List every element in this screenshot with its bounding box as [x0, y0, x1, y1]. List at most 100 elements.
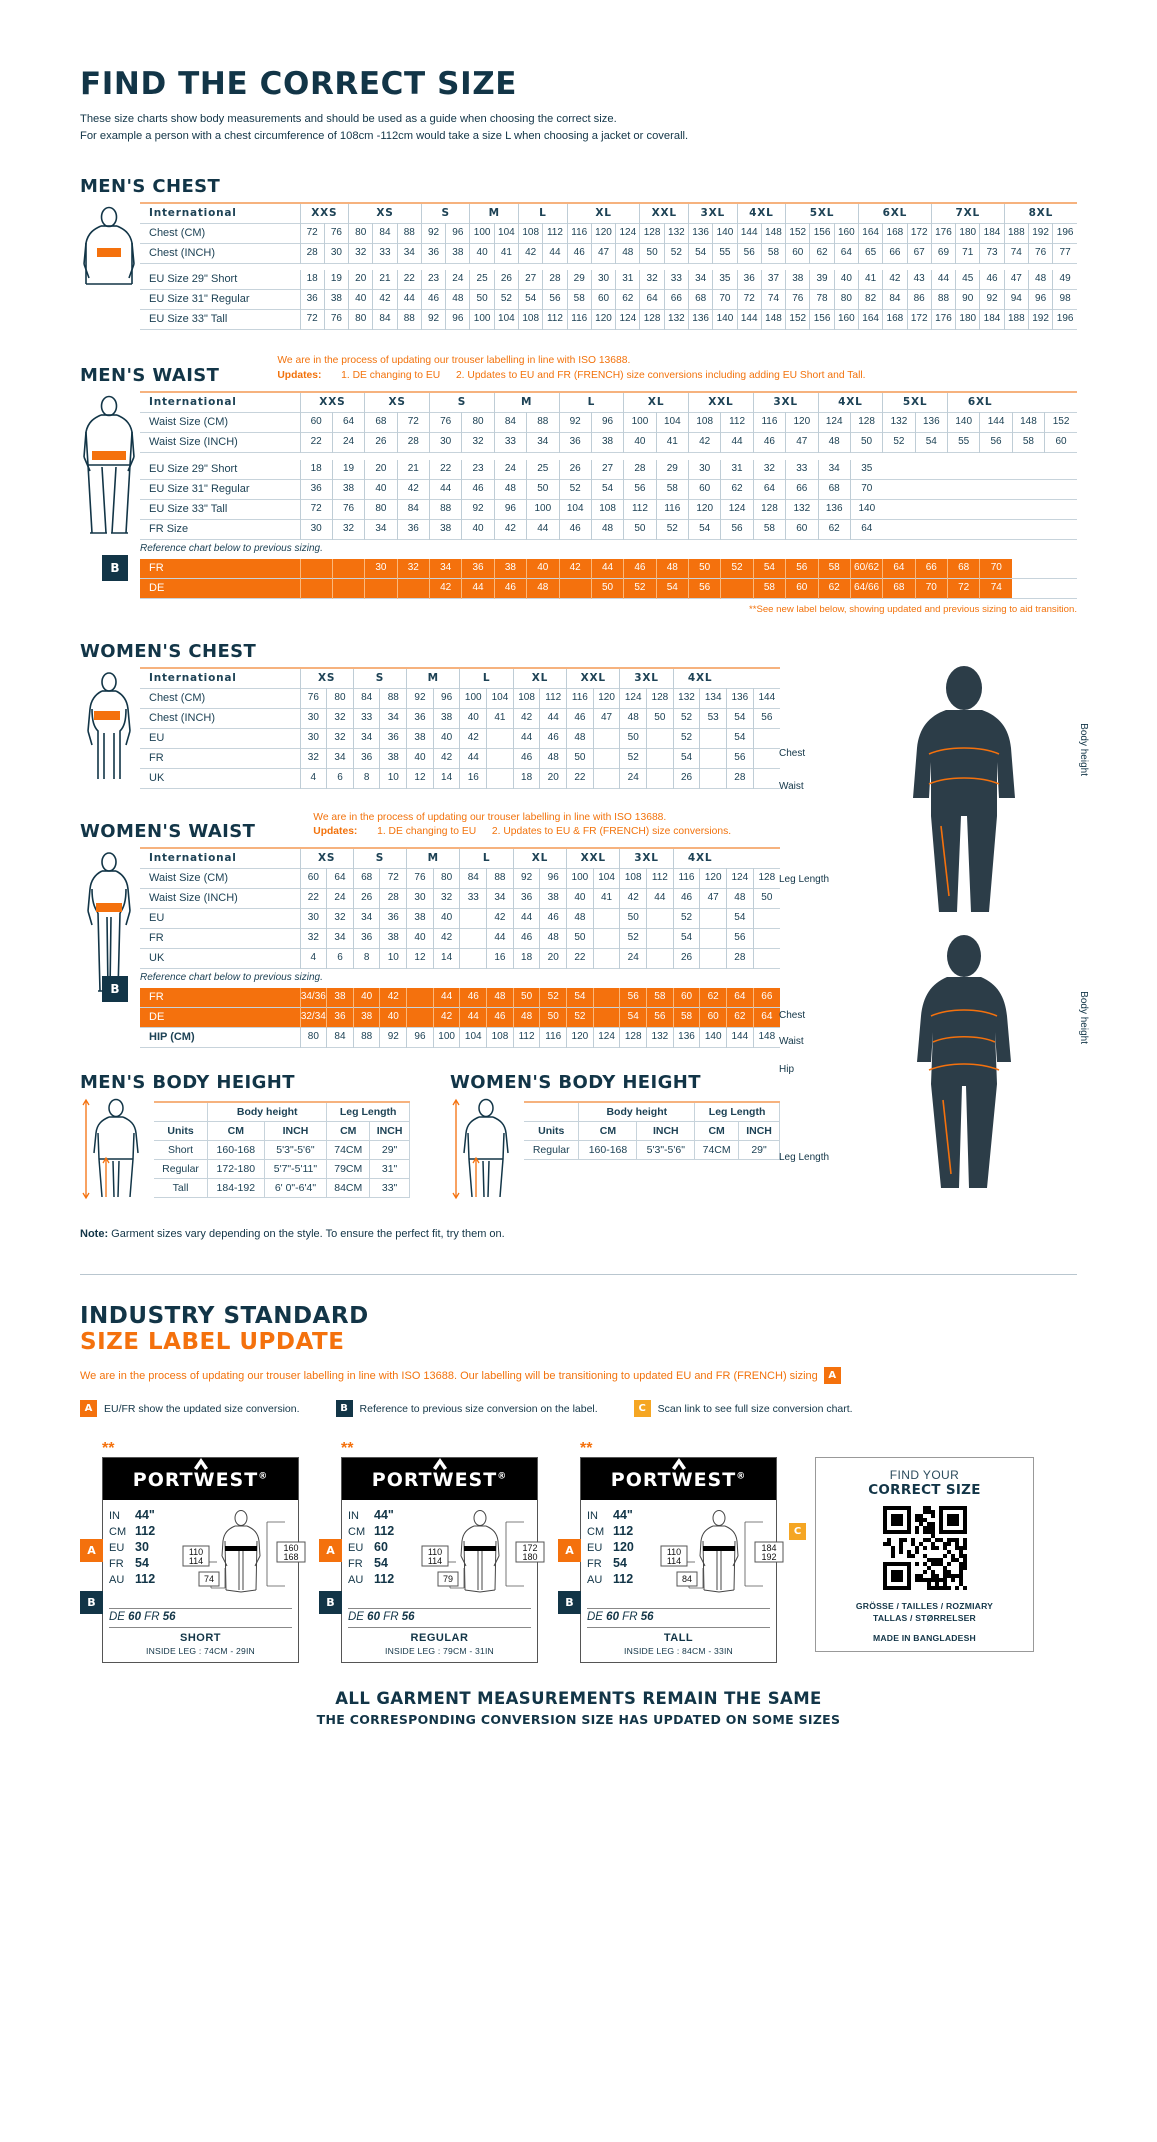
- data-cell: [699, 928, 727, 949]
- data-cell: 36: [461, 558, 495, 579]
- data-cell: 132: [785, 499, 818, 520]
- data-cell: 104: [655, 412, 689, 433]
- fit-note-label: Note:: [80, 1228, 109, 1241]
- table-row: EU Size 31" Regular 36 38 40 42 44 46 48 50 52 54 5…: [140, 289, 1077, 310]
- data-cell: [646, 928, 674, 949]
- data-cell: 37: [760, 270, 786, 290]
- row-label: EU Size 33" Tall: [149, 502, 228, 515]
- final-line-2: THE CORRESPONDING CONVERSION SIZE HAS UP…: [316, 1712, 841, 1728]
- data-cell: 52: [566, 1007, 594, 1028]
- data-cell: 80: [432, 868, 460, 889]
- data-cell: 79CM: [326, 1159, 371, 1180]
- data-cell: 73: [979, 243, 1005, 264]
- data-cell: 20: [364, 459, 398, 480]
- row-label: FR Size: [149, 522, 189, 535]
- data-cell: 34: [364, 519, 398, 540]
- data-cell: 34: [326, 748, 354, 769]
- data-cell: L: [518, 202, 568, 224]
- qr-card[interactable]: FIND YOUR CORRECT SIZE GRÖSSE / TAILLES …: [815, 1457, 1034, 1652]
- data-cell: [699, 948, 727, 969]
- data-cell: 32/34: [299, 1007, 327, 1028]
- data-cell: 160: [833, 223, 859, 244]
- data-cell: 80: [348, 223, 373, 244]
- data-cell: 44: [459, 1007, 487, 1028]
- data-cell: M: [469, 202, 519, 224]
- data-cell: 6: [326, 768, 354, 789]
- table-row: Chest (CM) 76 80 84 88 92 96 100 104 108 112 116 120…: [140, 688, 780, 709]
- data-cell: 54: [726, 728, 754, 749]
- label-code-list: IN 44" CM 112 EU 60 FR 54 AU 112: [348, 1508, 420, 1601]
- data-cell: 22: [566, 768, 594, 789]
- data-cell: INCH: [738, 1121, 780, 1142]
- data-cell: 36: [512, 888, 540, 909]
- data-cell: 136: [817, 499, 851, 520]
- data-cell: 40: [469, 243, 495, 264]
- asterisk-marker: **: [341, 1440, 354, 1458]
- data-cell: 27: [590, 459, 624, 480]
- table-row: EU Size 33" Tall 72 76 80 84 88 92 96 100 104 108 1…: [140, 499, 1077, 520]
- data-cell: 96: [590, 412, 624, 433]
- table-row: Waist Size (CM) 60 64 68 72 76 80 84 88 92 96 100 10…: [140, 868, 780, 889]
- data-cell: 47: [785, 432, 818, 453]
- data-cell: 50: [539, 1007, 567, 1028]
- data-cell: 26: [364, 432, 398, 453]
- data-cell: 84: [352, 688, 380, 709]
- data-cell: 42: [396, 479, 430, 500]
- data-cell: 74: [979, 578, 1013, 599]
- data-cell: 25: [526, 459, 559, 480]
- data-cell: 184: [979, 223, 1005, 244]
- data-cell: 4XL: [817, 392, 883, 413]
- data-cell: 132: [663, 309, 689, 330]
- data-cell: [459, 908, 487, 929]
- code-value: 112: [135, 1572, 156, 1587]
- data-cell: 54: [672, 928, 700, 949]
- data-cell: 20: [539, 948, 567, 969]
- data-cell: 39: [809, 270, 835, 290]
- data-cell: 96: [539, 868, 567, 889]
- table-row: UK 4 6 8 10 12 14 16 18 20 22 24 26 28: [140, 948, 780, 969]
- data-cell: 60: [785, 578, 818, 599]
- label-footer: SHORT INSIDE LEG : 74CM - 29IN: [109, 1627, 292, 1662]
- intro-line-1: These size charts show body measurements…: [80, 113, 617, 125]
- data-cell: 49: [1052, 270, 1077, 290]
- data-cell: 3XL: [752, 392, 818, 413]
- table-row: Waist Size (INCH) 22 24 26 28 30 32 33 34 36 38 40 4…: [140, 432, 1077, 453]
- data-cell: 47: [590, 243, 616, 264]
- label-code-row: AU 112: [587, 1572, 659, 1588]
- data-cell: 41: [493, 243, 519, 264]
- data-cell: 88: [526, 412, 559, 433]
- legend-text-a: EU/FR show the updated size conversion.: [104, 1402, 300, 1415]
- male-mannequin: Chest Waist Leg Length Body height: [779, 666, 1089, 916]
- data-cell: 180: [955, 309, 980, 330]
- data-cell: 28: [396, 432, 430, 453]
- data-cell: 46: [461, 479, 495, 500]
- data-cell: 33: [663, 270, 689, 290]
- data-cell: 50: [849, 432, 883, 453]
- data-cell: 74CM: [326, 1140, 371, 1161]
- data-cell: Tall: [154, 1178, 209, 1199]
- data-cell: 172-180: [207, 1159, 265, 1180]
- data-cell: 71: [955, 243, 980, 264]
- data-cell: 100: [526, 499, 559, 520]
- data-cell: 116: [566, 688, 594, 709]
- qr-code-icon[interactable]: [824, 1506, 1025, 1595]
- data-cell: [592, 728, 620, 749]
- data-cell: 19: [331, 459, 365, 480]
- data-cell: 56: [752, 708, 780, 729]
- data-cell: 98: [1052, 289, 1077, 310]
- code-value: 44": [613, 1508, 633, 1523]
- badge-b-mens-waist: B: [102, 554, 128, 581]
- industry-legend: A EU/FR show the updated size conversion…: [80, 1400, 1077, 1418]
- data-cell: 23: [420, 270, 446, 290]
- data-cell: 50: [619, 728, 647, 749]
- mens-body-height-table: Body height Leg Length Units CM INCH CM INCH Sh…: [154, 1101, 410, 1199]
- data-cell: 3XL: [619, 848, 674, 869]
- svg-text:79: 79: [443, 1574, 453, 1584]
- data-cell: [699, 908, 727, 929]
- data-cell: 12: [406, 768, 434, 789]
- data-cell: 112: [542, 309, 568, 330]
- callout-waist-female: Waist: [779, 1036, 804, 1047]
- row-label: DE: [140, 1007, 300, 1028]
- womens-waist-note-updates: Updates: 1. DE changing to EU 2. Updates…: [313, 825, 731, 840]
- legend-text-b: Reference to previous size conversion on…: [359, 1402, 598, 1415]
